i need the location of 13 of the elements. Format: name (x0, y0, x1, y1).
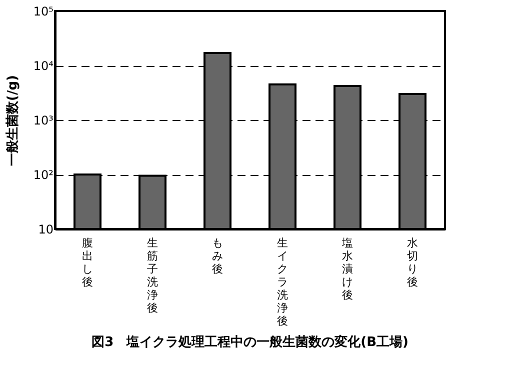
x-tick-label: 腹出し後 (82, 236, 93, 288)
y-tick-label: 10² (33, 168, 54, 182)
x-tick-label: 水切り後 (407, 236, 418, 288)
x-tick-label: 塩水漬け後 (341, 236, 353, 302)
text: 図3 塩イクラ処理工程中の一般生菌数の変化(B工場) (92, 334, 408, 350)
x-tick-label: 生イクラ洗浄後 (277, 236, 288, 328)
x-tick-label: 生筋子洗浄後 (147, 236, 158, 314)
y-tick-label: 10⁵ (33, 4, 54, 18)
y-axis-title: 一般生菌数(/g) (5, 75, 20, 166)
x-tick-label: もみ後 (212, 236, 223, 276)
y-tick-label: 10³ (33, 114, 54, 128)
y-tick-label: 10 (38, 222, 54, 236)
y-tick-label: 10⁴ (33, 59, 54, 73)
